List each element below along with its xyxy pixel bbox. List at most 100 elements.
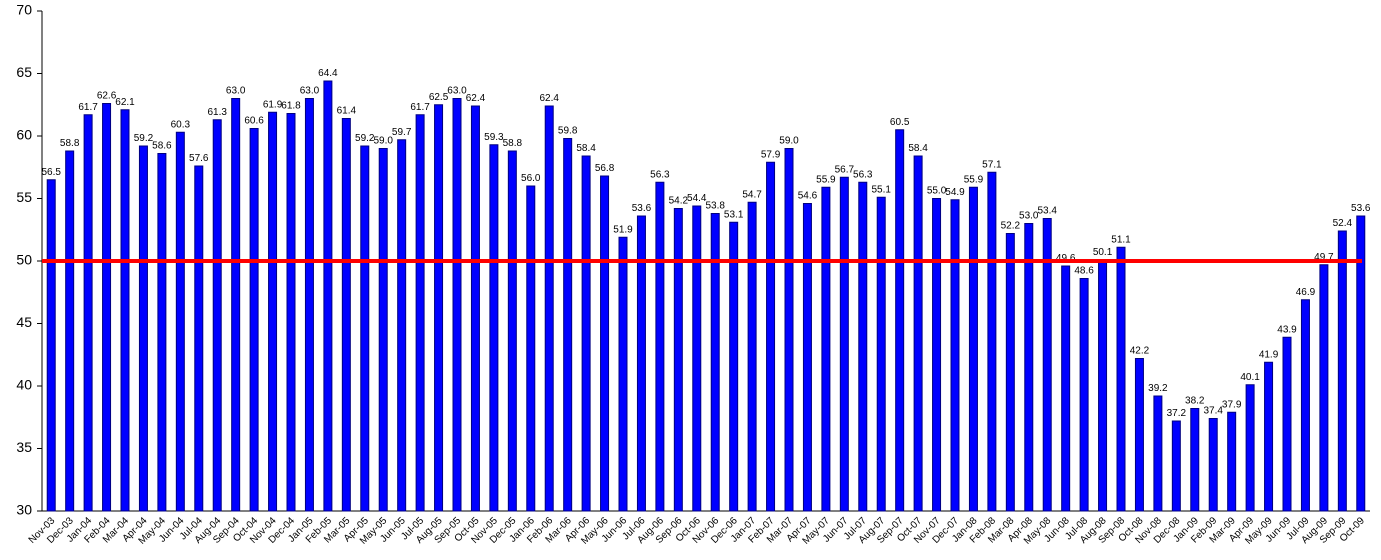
value-label: 56.3 [650, 169, 670, 180]
bar [1319, 264, 1329, 512]
bar [618, 236, 628, 512]
bar [46, 179, 56, 512]
bar [581, 155, 591, 512]
bar [1061, 265, 1071, 512]
value-label: 61.8 [281, 101, 301, 112]
value-label: 54.9 [945, 187, 965, 198]
value-label: 58.8 [60, 138, 80, 149]
bar [175, 131, 185, 512]
value-label: 62.1 [115, 97, 135, 108]
bar [65, 150, 75, 512]
value-label: 58.4 [908, 143, 928, 154]
bar [932, 198, 942, 512]
y-tick-label: 45 [16, 314, 32, 330]
y-tick-label: 55 [16, 189, 32, 205]
bar [120, 109, 130, 512]
bar [1171, 420, 1181, 512]
value-label: 51.1 [1111, 234, 1131, 245]
value-label: 61.4 [337, 106, 357, 117]
value-label: 56.0 [521, 173, 541, 184]
value-label: 54.2 [669, 196, 689, 207]
value-label: 56.5 [41, 167, 61, 178]
value-label: 56.8 [595, 163, 615, 174]
bar [526, 185, 536, 512]
bar [212, 119, 222, 512]
value-label: 37.9 [1222, 399, 1242, 410]
bar [600, 175, 610, 512]
value-label: 56.7 [835, 164, 855, 175]
bar [673, 208, 683, 512]
value-label: 61.9 [263, 99, 283, 110]
value-label: 38.2 [1185, 396, 1205, 407]
bar [489, 144, 499, 512]
value-label: 59.3 [484, 132, 504, 143]
bar [397, 139, 407, 512]
bar [415, 114, 425, 512]
value-label: 64.4 [318, 68, 338, 79]
bar [194, 165, 204, 512]
value-label: 51.9 [613, 224, 633, 235]
value-label: 56.3 [853, 169, 873, 180]
value-label: 63.0 [226, 86, 246, 97]
value-label: 55.9 [964, 174, 984, 185]
value-label: 37.2 [1167, 408, 1187, 419]
value-label: 37.4 [1203, 406, 1223, 417]
bar [470, 105, 480, 512]
value-label: 58.4 [576, 143, 596, 154]
value-label: 63.0 [447, 86, 467, 97]
bar [507, 150, 517, 512]
value-label: 57.6 [189, 153, 209, 164]
bar [1337, 230, 1347, 512]
bar [1134, 358, 1144, 512]
bar [563, 138, 573, 512]
value-label: 50.1 [1093, 247, 1113, 258]
bar [544, 105, 554, 512]
bar [1356, 215, 1366, 512]
value-label: 62.5 [429, 92, 449, 103]
bar [895, 129, 905, 512]
bar [1300, 299, 1310, 512]
value-label: 52.4 [1333, 218, 1353, 229]
bar [692, 205, 702, 512]
value-label: 48.6 [1074, 266, 1094, 277]
bar [950, 199, 960, 512]
bar [968, 186, 978, 512]
bar [839, 176, 849, 512]
value-label: 53.6 [632, 203, 652, 214]
value-label: 61.7 [410, 102, 430, 113]
y-tick-label: 50 [16, 252, 32, 268]
bar [452, 98, 462, 512]
bar [1079, 278, 1089, 512]
y-tick-label: 60 [16, 127, 32, 143]
value-label: 59.2 [355, 133, 375, 144]
value-label: 57.9 [761, 149, 781, 160]
bar [858, 181, 868, 512]
bar [157, 153, 167, 512]
value-label: 55.0 [927, 186, 947, 197]
value-label: 42.2 [1130, 346, 1150, 357]
bar [138, 145, 148, 512]
value-label: 58.8 [503, 138, 523, 149]
bar [1190, 408, 1200, 512]
bar [434, 104, 444, 512]
bar [102, 103, 112, 512]
value-label: 60.3 [171, 119, 191, 130]
value-label: 62.4 [466, 93, 486, 104]
bar [231, 98, 241, 512]
bar [987, 171, 997, 512]
value-label: 55.1 [871, 184, 891, 195]
value-label: 59.7 [392, 127, 412, 138]
value-label: 63.0 [300, 86, 320, 97]
bar [729, 221, 739, 512]
bar [766, 161, 776, 512]
bar [1024, 223, 1034, 512]
bar [655, 181, 665, 512]
value-label: 59.8 [558, 126, 578, 137]
y-tick-label: 35 [16, 439, 32, 455]
y-tick-label: 70 [16, 2, 32, 18]
value-label: 41.9 [1259, 349, 1279, 360]
value-label: 39.2 [1148, 383, 1168, 394]
y-tick-label: 40 [16, 377, 32, 393]
bar [636, 215, 646, 512]
value-label: 53.1 [724, 209, 744, 220]
